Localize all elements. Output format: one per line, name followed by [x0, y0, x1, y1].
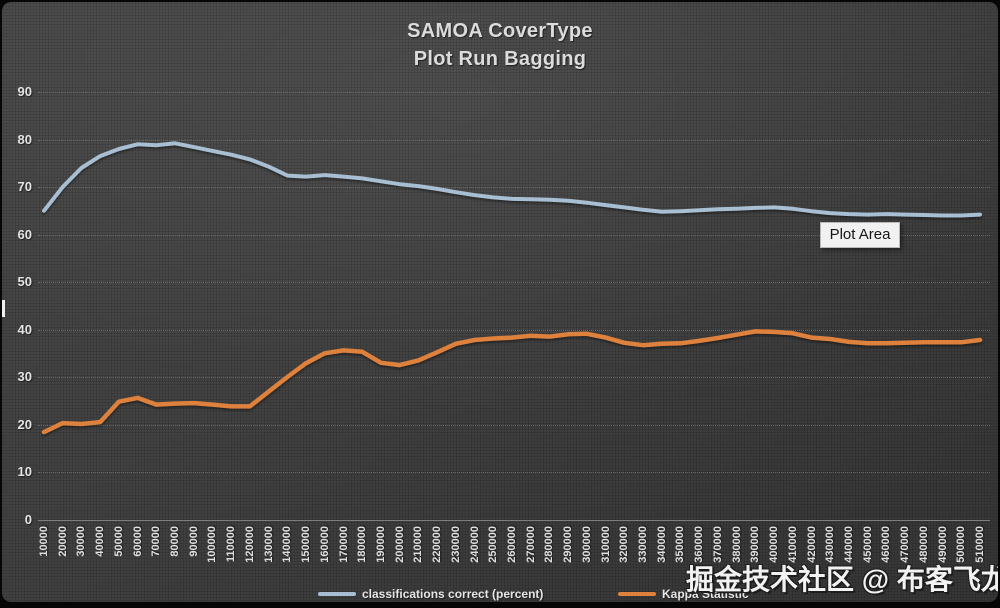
y-axis-label-10: 10 — [17, 464, 32, 479]
chart-title-line2: Plot Run Bagging — [413, 48, 587, 70]
legend-swatch-kappa — [618, 592, 656, 596]
y-axis-label-40: 40 — [17, 321, 32, 337]
gridline-70 — [38, 187, 990, 188]
y-axis-label-60: 60 — [17, 226, 32, 242]
gridline-10 — [38, 472, 990, 473]
gridline-60 — [38, 234, 990, 236]
watermark-text: 掘金技术社区 @ 布客飞龙 — [686, 564, 998, 595]
gridline-80 — [38, 139, 990, 141]
chart-title-line1: SAMOA CoverType — [407, 20, 593, 42]
y-axis-label-30: 30 — [17, 369, 32, 384]
gridline-0 — [38, 519, 990, 521]
y-axis-label-0: 0 — [24, 511, 32, 527]
y-axis-label-20: 20 — [17, 416, 32, 432]
legend-item-classifications[interactable]: classifications correct (percent) — [318, 585, 543, 602]
y-axis-title-fragment — [2, 300, 5, 317]
chart-legend: classifications correct (percent) Kappa … — [2, 585, 998, 602]
gridline-90 — [38, 92, 990, 93]
series-line-kappa-statistic[interactable] — [41, 329, 983, 435]
y-axis-label-50: 50 — [17, 274, 32, 289]
y-axis-label-80: 80 — [17, 131, 32, 147]
gridline-40 — [38, 329, 990, 331]
legend-item-kappa[interactable]: Kappa Statistic — [618, 585, 749, 602]
legend-label-classifications: classifications correct (percent) — [362, 587, 544, 601]
plot-area-tooltip: Plot Area — [820, 222, 900, 248]
gridline-20 — [38, 424, 990, 426]
gridline-50 — [38, 282, 990, 283]
y-axis-label-70: 70 — [17, 179, 32, 194]
series-line-classifications-correct[interactable] — [42, 141, 982, 218]
legend-swatch-classifications — [318, 592, 356, 596]
legend-label-kappa: Kappa Statistic — [662, 587, 749, 601]
y-axis-label-90: 90 — [17, 84, 32, 99]
gridline-30 — [38, 377, 990, 378]
chart-title: SAMOA CoverType Plot Run Bagging — [2, 17, 998, 73]
